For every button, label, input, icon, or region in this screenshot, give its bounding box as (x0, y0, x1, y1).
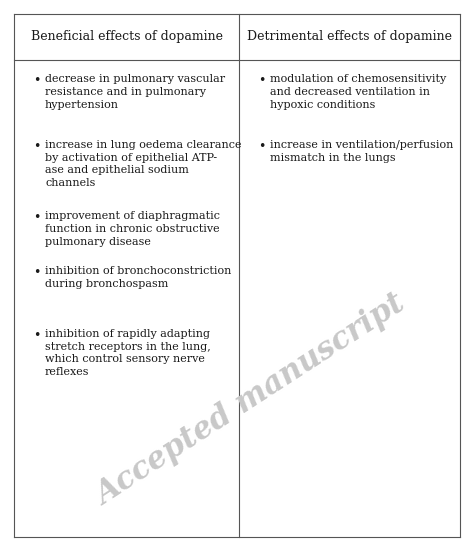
Text: improvement of diaphragmatic
function in chronic obstructive
pulmonary disease: improvement of diaphragmatic function in… (45, 211, 220, 247)
Text: Beneficial effects of dopamine: Beneficial effects of dopamine (31, 31, 223, 43)
Text: increase in ventilation/perfusion
mismatch in the lungs: increase in ventilation/perfusion mismat… (270, 140, 454, 163)
Text: increase in lung oedema clearance
by activation of epithelial ATP-
ase and epith: increase in lung oedema clearance by act… (45, 140, 242, 188)
Text: •: • (258, 140, 266, 153)
Text: •: • (33, 211, 41, 224)
Text: decrease in pulmonary vascular
resistance and in pulmonary
hypertension: decrease in pulmonary vascular resistanc… (45, 74, 225, 110)
Text: modulation of chemosensitivity
and decreased ventilation in
hypoxic conditions: modulation of chemosensitivity and decre… (270, 74, 447, 110)
Text: Detrimental effects of dopamine: Detrimental effects of dopamine (247, 31, 452, 43)
Text: inhibition of bronchoconstriction
during bronchospasm: inhibition of bronchoconstriction during… (45, 266, 231, 289)
Text: •: • (33, 74, 41, 87)
Text: •: • (33, 329, 41, 342)
Text: •: • (258, 74, 266, 87)
Text: •: • (33, 140, 41, 153)
Text: inhibition of rapidly adapting
stretch receptors in the lung,
which control sens: inhibition of rapidly adapting stretch r… (45, 329, 211, 377)
Text: •: • (33, 266, 41, 279)
Text: Accepted manuscript: Accepted manuscript (91, 288, 411, 512)
